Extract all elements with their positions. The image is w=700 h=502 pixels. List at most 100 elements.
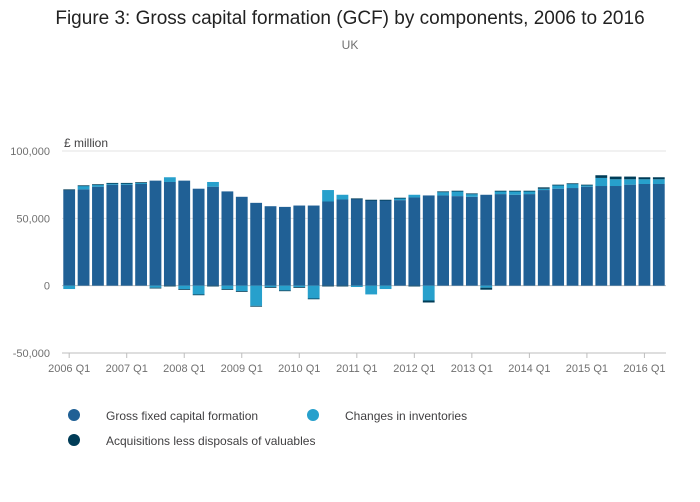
bar-segment-series0 bbox=[135, 183, 147, 286]
bar-segment-series0 bbox=[279, 206, 291, 286]
bar-segment-series0 bbox=[480, 194, 493, 286]
bar-segment-series0 bbox=[379, 200, 392, 286]
bar-segment-series1 bbox=[336, 194, 349, 200]
bar-segment-series2 bbox=[336, 285, 349, 287]
bar-segment-series1 bbox=[293, 285, 306, 288]
x-tick-label: 2012 Q1 bbox=[393, 363, 435, 375]
bar-segment-series0 bbox=[652, 183, 665, 286]
x-tick-label: 2016 Q1 bbox=[623, 363, 665, 375]
bar-segment-series1 bbox=[92, 184, 104, 187]
y-tick-label: -50,000 bbox=[13, 348, 50, 360]
bar-segment-series1 bbox=[509, 191, 521, 195]
bar-segment-series1 bbox=[465, 194, 478, 197]
bar-segment-series2 bbox=[106, 182, 119, 184]
bar-segment-series2 bbox=[451, 190, 464, 192]
bar-segment-series2 bbox=[135, 182, 147, 184]
bar-segment-series1 bbox=[106, 183, 119, 185]
bar-segment-series2 bbox=[638, 177, 651, 180]
bar-segment-series2 bbox=[509, 190, 521, 192]
bar-segment-series0 bbox=[408, 197, 421, 286]
bar-segment-series0 bbox=[394, 200, 406, 286]
y-tick-label: 50,000 bbox=[16, 213, 50, 225]
bar-segment-series0 bbox=[221, 191, 234, 286]
bar-segment-series2 bbox=[221, 289, 234, 290]
bar-segment-series1 bbox=[437, 192, 449, 196]
bar-segment-series2 bbox=[595, 175, 608, 178]
bar-segment-series1 bbox=[552, 185, 565, 189]
bar-segment-series2 bbox=[307, 298, 320, 300]
x-tick-label: 2011 Q1 bbox=[336, 363, 377, 375]
bar-segment-series2 bbox=[264, 287, 277, 288]
y-tick-label: 0 bbox=[44, 281, 50, 293]
bar-segment-series2 bbox=[235, 291, 248, 292]
bar-segment-series2 bbox=[609, 176, 622, 180]
bar-segment-series0 bbox=[537, 190, 550, 286]
bar-segment-series1 bbox=[394, 198, 406, 201]
bar-segment-series2 bbox=[149, 287, 162, 289]
bar-segment-series1 bbox=[652, 179, 665, 184]
bar-segment-series1 bbox=[523, 191, 536, 195]
legend-inventories-label: Changes in inventories bbox=[345, 409, 468, 423]
bar-segment-series1 bbox=[379, 285, 392, 290]
bar-segment-series2 bbox=[350, 198, 363, 200]
bar-segment-series0 bbox=[307, 205, 320, 286]
bar-segment-series0 bbox=[163, 181, 176, 286]
x-tick-label: 2006 Q1 bbox=[48, 363, 90, 375]
bar-segment-series0 bbox=[149, 180, 162, 286]
bar-segment-series2 bbox=[465, 193, 478, 195]
bar-segment-series1 bbox=[135, 182, 147, 184]
bar-segment-series0 bbox=[63, 190, 76, 286]
bar-segment-series0 bbox=[624, 184, 636, 286]
bar-segment-series0 bbox=[178, 180, 191, 286]
y-tick-label: 100,000 bbox=[10, 146, 50, 158]
bar-segment-series0 bbox=[422, 195, 435, 286]
bar-segment-series2 bbox=[566, 183, 579, 185]
bar-segment-series0 bbox=[437, 195, 449, 286]
bar-segment-series1 bbox=[322, 190, 334, 202]
bar-segment-series1 bbox=[178, 285, 191, 290]
bar-segment-series0 bbox=[207, 186, 219, 286]
bar-segment-series2 bbox=[207, 285, 219, 287]
bar-segment-series0 bbox=[451, 196, 464, 286]
bar-segment-series1 bbox=[63, 285, 76, 290]
bar-segment-series0 bbox=[264, 206, 277, 286]
bar-segment-series1 bbox=[609, 179, 622, 187]
x-tick-label: 2013 Q1 bbox=[451, 363, 493, 375]
bar-segment-series1 bbox=[451, 191, 464, 197]
x-tick-label: 2007 Q1 bbox=[106, 363, 148, 375]
chart-plot: 100,000 50,000 0 -50,000 £ million 2006 Q1 200… bbox=[10, 136, 666, 375]
bar-segment-series1 bbox=[163, 177, 176, 182]
bar-segment-series2 bbox=[552, 184, 565, 186]
bar-segment-series1 bbox=[595, 177, 608, 187]
legend-valuables-label: Acquisitions less disposals of valuables bbox=[106, 434, 316, 448]
bar-segment-series1 bbox=[624, 179, 636, 185]
bar-segment-series1 bbox=[365, 285, 378, 295]
bar-segment-series1 bbox=[77, 186, 90, 190]
chart-title: Figure 3: Gross capital formation (GCF) … bbox=[55, 8, 645, 29]
bar-segment-series2 bbox=[408, 285, 421, 287]
bar-segment-series0 bbox=[465, 196, 478, 286]
bar-segment-series2 bbox=[437, 191, 449, 193]
bar-segment-series1 bbox=[207, 181, 219, 187]
bar-segment-series2 bbox=[92, 184, 104, 186]
bar-segment-series2 bbox=[63, 189, 76, 191]
bar-segment-series1 bbox=[235, 285, 248, 292]
bar-segment-series2 bbox=[120, 182, 133, 184]
bar-segment-series1 bbox=[581, 185, 593, 187]
bar-segment-series2 bbox=[494, 190, 507, 192]
bar-segment-series0 bbox=[293, 205, 306, 286]
bar-segment-series1 bbox=[250, 285, 263, 306]
bar-segment-series2 bbox=[250, 305, 263, 307]
x-tick-label: 2008 Q1 bbox=[163, 363, 205, 375]
bar-segment-series0 bbox=[77, 189, 90, 286]
bar-segment-series0 bbox=[250, 202, 263, 286]
bar-segment-series0 bbox=[609, 186, 622, 286]
bar-segment-series1 bbox=[279, 285, 291, 291]
bar-segment-series1 bbox=[537, 188, 550, 191]
x-tick-label: 2014 Q1 bbox=[508, 363, 550, 375]
bar-segment-series1 bbox=[307, 285, 320, 299]
bar-segment-series0 bbox=[92, 186, 104, 286]
bar-segment-series0 bbox=[638, 183, 651, 286]
legend-valuables-swatch bbox=[68, 434, 80, 446]
legend-inventories-swatch bbox=[307, 409, 319, 421]
